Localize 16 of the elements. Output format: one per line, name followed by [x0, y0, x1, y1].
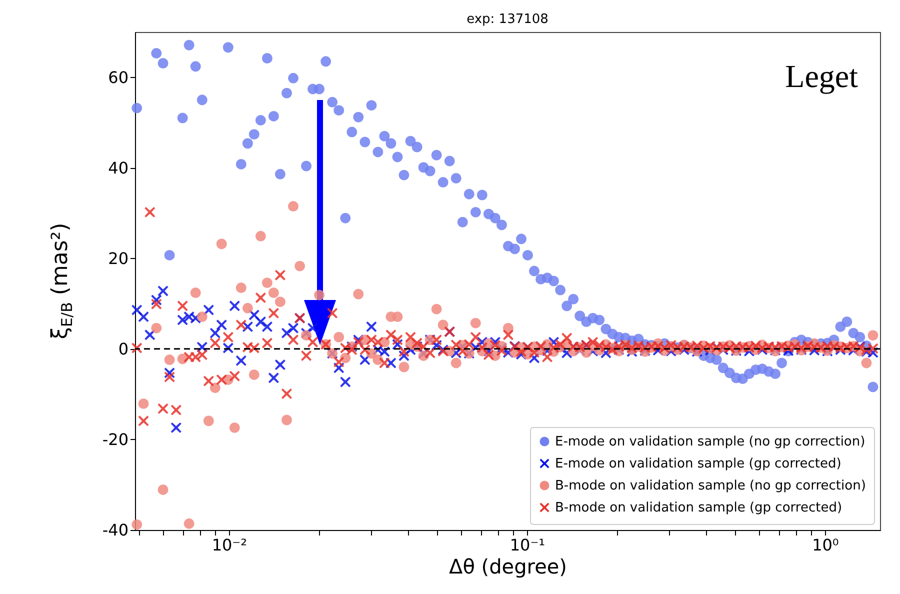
y-tick-label: -40 [102, 520, 128, 540]
x-axis-title: Δθ (degree) [449, 554, 567, 578]
annotation: Leget [785, 58, 858, 95]
chart-title: exp: 137108 [466, 12, 548, 27]
legend-label: E-mode on validation sample (no gp correction) [555, 434, 866, 450]
y-tick-label: -20 [102, 430, 128, 449]
y-tick-label: 0 [118, 339, 128, 358]
y-tick-label: 20 [108, 248, 128, 268]
legend-label: B-mode on validation sample (no gp correction) [555, 478, 866, 494]
y-tick-label: 60 [108, 68, 128, 87]
y-tick-label: 40 [108, 158, 128, 178]
legend-label: B-mode on validation sample (gp corrected) [555, 500, 842, 516]
x-tick-label: 10⁻² [212, 536, 248, 554]
legend-label: E-mode on validation sample (gp corrected) [555, 456, 842, 472]
x-tick-label: 10⁻¹ [510, 536, 546, 554]
x-tick-label: 10⁰ [812, 536, 839, 554]
